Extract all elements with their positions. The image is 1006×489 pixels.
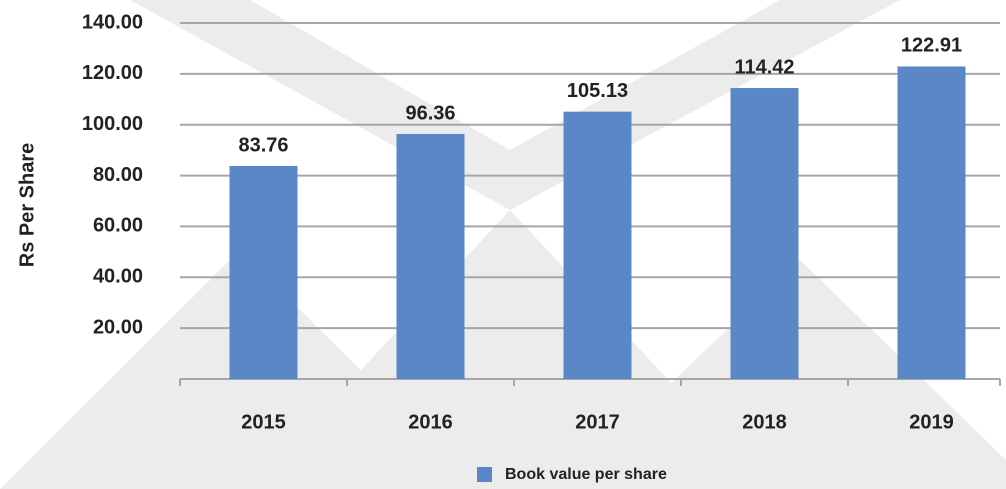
data-label: 114.42 bbox=[734, 56, 794, 78]
x-tick-label: 2016 bbox=[408, 411, 453, 433]
y-tick-label: 120.00 bbox=[82, 62, 143, 84]
bar bbox=[730, 88, 799, 379]
x-tick-label: 2019 bbox=[909, 411, 954, 433]
y-axis-label: Rs Per Share bbox=[16, 143, 38, 268]
x-tick-label: 2017 bbox=[575, 411, 620, 433]
data-label: 96.36 bbox=[405, 102, 455, 124]
y-tick-label: 140.00 bbox=[82, 11, 143, 33]
y-tick-label: 60.00 bbox=[93, 215, 143, 237]
bar bbox=[229, 166, 298, 379]
x-tick-label: 2018 bbox=[742, 411, 787, 433]
x-tick-label: 2015 bbox=[241, 411, 286, 433]
y-tick-label: 100.00 bbox=[82, 113, 143, 135]
legend-label: Book value per share bbox=[505, 466, 667, 483]
bar bbox=[396, 133, 465, 379]
data-label: 83.76 bbox=[238, 134, 288, 156]
data-label: 122.91 bbox=[901, 35, 962, 57]
bar bbox=[897, 66, 966, 379]
data-label: 105.13 bbox=[567, 80, 628, 102]
bar bbox=[563, 111, 632, 379]
y-tick-label: 80.00 bbox=[93, 164, 143, 186]
y-tick-label: 40.00 bbox=[93, 266, 143, 288]
y-tick-label: 20.00 bbox=[93, 316, 143, 338]
legend-swatch bbox=[477, 467, 492, 482]
